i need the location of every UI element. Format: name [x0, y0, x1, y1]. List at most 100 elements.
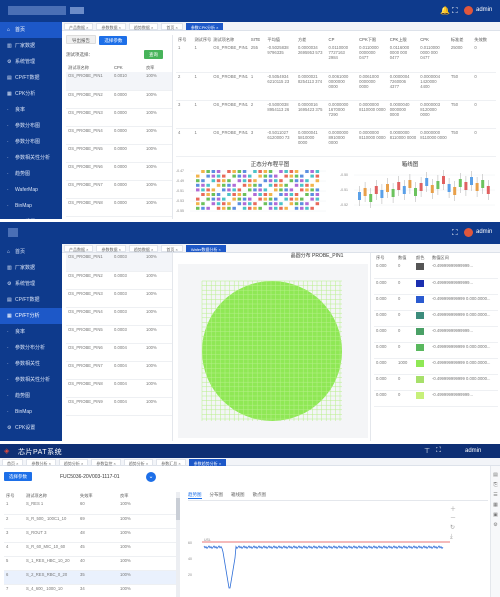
tab[interactable]: 趋势数据 × — [128, 245, 159, 252]
list-item[interactable]: OS_PROBE_PIN8 0.0000 100% — [66, 198, 172, 217]
sidebar-item[interactable]: · 趋势图 — [0, 166, 62, 182]
tab[interactable]: 首页 × — [161, 245, 183, 252]
tab[interactable]: 趋势分析 × — [123, 459, 154, 466]
list-item[interactable]: OS_PROBE_PIN2 0.0003 100% — [66, 271, 172, 290]
sidebar-item[interactable]: ⚙ 系统管理 — [0, 276, 62, 292]
export-button[interactable]: 导出报告 — [66, 35, 96, 44]
query-button[interactable]: 查询 — [144, 50, 163, 59]
color-swatch[interactable] — [416, 375, 424, 383]
color-swatch[interactable] — [416, 295, 424, 303]
tab[interactable]: 参数数据 × — [96, 245, 126, 252]
filter-icon[interactable]: ⊤ — [424, 448, 431, 455]
sidebar-item[interactable]: · WaferMap — [0, 182, 62, 198]
copy-icon[interactable]: ⎘ — [493, 482, 498, 488]
table-row[interactable]: 1 1 OS_PROBE_PIN1 255 -0.5025838 9796335 0.00… — [176, 44, 496, 73]
sidebar-item[interactable]: ▦ CPK分析 — [0, 86, 62, 102]
table-row[interactable]: 3 S_ROUT 3 48 100% — [4, 528, 176, 543]
chart-subtab[interactable]: 散点图 — [252, 492, 267, 497]
list-item[interactable]: OS_PROBE_PIN6 0.0000 100% — [66, 162, 172, 181]
fullscreen-icon[interactable]: ⛶ — [436, 447, 441, 454]
layers-icon[interactable]: ▤ — [493, 472, 498, 478]
table-row[interactable]: 7 S_4_600_ 1000_10 34 100% — [4, 584, 176, 597]
tab[interactable]: Wafer数据分析 × — [185, 245, 226, 252]
tab[interactable]: 参数分析 × — [26, 459, 56, 466]
list-item[interactable]: OS_PROBE_PIN3 0.0000 100% — [66, 108, 172, 127]
list-item[interactable]: OS_PROBE_PIN1 0.0010 100% — [66, 72, 172, 91]
tab[interactable]: 趋势分析 × — [58, 459, 89, 466]
list-item[interactable]: OS_PROBE_PIN5 0.0003 100% — [66, 325, 172, 344]
color-swatch[interactable] — [416, 311, 424, 319]
sidebar-item[interactable]: · 参数相关性 — [0, 356, 62, 372]
chart-subtab[interactable]: 箱线图 — [231, 492, 245, 497]
sidebar-item[interactable]: · 参数分布图 — [0, 134, 62, 150]
table-row[interactable]: 6 S_2_RES_RBC_0_20 35 100% — [4, 570, 176, 585]
tab[interactable]: 首页 × — [161, 23, 183, 30]
tab[interactable]: 参数趋势分析 × — [188, 459, 227, 466]
settings-icon[interactable]: ⚙ — [493, 522, 498, 528]
tab[interactable]: 参数监控 × — [91, 459, 121, 466]
list-scrollbar[interactable] — [176, 492, 180, 597]
avatar[interactable] — [464, 228, 473, 237]
list-item[interactable]: OS_PROBE_PIN7 0.0004 100% — [66, 361, 172, 380]
save-icon[interactable]: ▣ — [493, 512, 498, 518]
dropdown-icon[interactable]: ⌄ — [146, 472, 156, 482]
list-item[interactable]: OS_PROBE_PIN1 0.0003 100% — [66, 253, 172, 272]
tab[interactable]: 参数CPK分析 × — [185, 23, 224, 30]
sidebar-item[interactable]: · BinMap — [0, 404, 62, 420]
sidebar-item[interactable]: ⌂ 首页 — [0, 22, 62, 38]
list-item[interactable]: OS_PROBE_PIN4 0.0000 100% — [66, 126, 172, 145]
select-param-button[interactable]: 选择参数 — [4, 472, 32, 481]
list-item[interactable]: OS_PROBE_PIN6 0.0004 100% — [66, 343, 172, 362]
sidebar-item[interactable]: ⌂ 首页 — [0, 244, 62, 260]
zoom-in-icon[interactable]: ＋ — [450, 507, 457, 513]
list-item[interactable]: OS_PROBE_PIN8 0.0004 100% — [66, 379, 172, 398]
table-row[interactable]: 5 S_1_RES_HBC_10_20 40 100% — [4, 556, 176, 571]
bell-icon[interactable]: 🔔 — [440, 6, 450, 15]
tab[interactable]: 参数汇总 × — [156, 459, 186, 466]
table-row[interactable]: 4 1 OS_PROBE_PIN1 3 -0.5011027 6120000 73 0.0… — [176, 128, 496, 157]
sidebar-item[interactable]: · BinMap — [0, 198, 62, 214]
grid-icon[interactable]: ▦ — [493, 502, 498, 508]
list-item[interactable]: OS_PROBE_PIN3 0.0003 100% — [66, 289, 172, 308]
list-icon[interactable]: ☰ — [493, 492, 498, 498]
fullscreen-icon[interactable]: ⛶ — [452, 228, 458, 237]
list-item[interactable]: OS_PROBE_PIN9 0.0004 100% — [66, 397, 172, 416]
avatar[interactable] — [464, 6, 473, 15]
sidebar-item[interactable]: · 参数分布分析 — [0, 340, 62, 356]
color-swatch[interactable] — [416, 343, 424, 351]
color-swatch[interactable] — [416, 391, 424, 399]
chart-subtab[interactable]: 分布图 — [209, 492, 224, 497]
tab[interactable]: 产品数据 × — [64, 245, 94, 252]
sidebar-item[interactable]: ⚙CPK设置 — [0, 420, 62, 436]
download-icon[interactable]: ⤓ — [450, 534, 453, 540]
user-name[interactable]: admin — [476, 229, 493, 235]
sidebar-item[interactable]: ▤ CP/FT数据 — [0, 292, 62, 308]
list-item[interactable]: OS_PROBE_PIN2 0.0000 100% — [66, 90, 172, 109]
color-swatch[interactable] — [416, 327, 424, 335]
table-row[interactable]: 2 1 OS_PROBE_PIN1 1 -0.5054934 6210115 23 0.0… — [176, 72, 496, 101]
sidebar-item[interactable]: · 良率 — [0, 324, 62, 340]
sidebar-item[interactable]: · 趋势图 — [0, 388, 62, 404]
user-name[interactable]: admin — [476, 7, 493, 13]
sidebar-item[interactable]: ▦ CP/FT分析 — [0, 308, 62, 324]
color-swatch[interactable] — [416, 263, 424, 270]
table-row[interactable]: 4 S_R_60_MIC_10_60 45 100% — [4, 542, 176, 557]
tab[interactable]: 趋势数据 × — [128, 23, 159, 30]
sidebar-item[interactable]: · 良率 — [0, 102, 62, 118]
list-item[interactable]: OS_PROBE_PIN4 0.0003 100% — [66, 307, 172, 326]
sidebar-item[interactable]: · 参数相关性分析 — [0, 372, 62, 388]
tab[interactable]: 首页 × — [2, 459, 24, 466]
sidebar-item[interactable]: · 参数分布图 — [0, 118, 62, 134]
sidebar-item[interactable]: ▤ CP/FT数据 — [0, 70, 62, 86]
list-item[interactable]: OS_PROBE_PIN7 0.0000 100% — [66, 180, 172, 199]
zoom-out-icon[interactable]: － — [450, 516, 457, 522]
refresh-icon[interactable]: ↻ — [450, 525, 456, 531]
table-row[interactable]: 1 S_RES 1 60 100% — [4, 500, 176, 515]
color-swatch[interactable] — [416, 279, 424, 287]
fullscreen-icon[interactable]: ⛶ — [452, 6, 458, 15]
table-row[interactable]: 2 S_R_500_ 100C1_10 69 100% — [4, 514, 176, 529]
chart-subtab[interactable]: 趋势图 — [188, 492, 202, 499]
sidebar-item[interactable]: ▥ 厂家数据 — [0, 38, 62, 54]
tab[interactable]: 参数数据 × — [96, 23, 126, 30]
table-row[interactable]: 3 1 OS_PROBE_PIN1 2 -0.5000038 8954113 26 0.0… — [176, 100, 496, 129]
